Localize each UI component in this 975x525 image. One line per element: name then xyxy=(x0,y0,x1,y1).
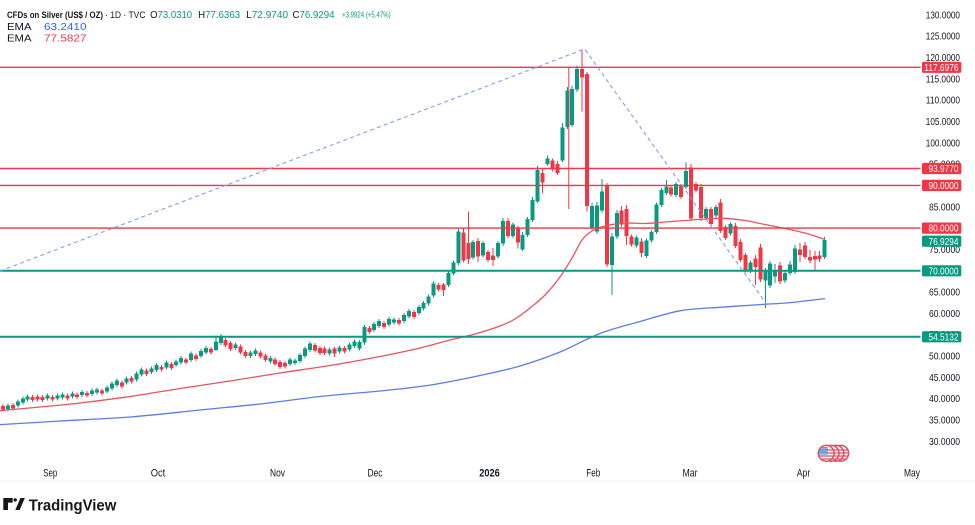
svg-text:CFDs on Silver (US$ / OZ): CFDs on Silver (US$ / OZ) xyxy=(7,10,103,21)
svg-text:EMA: EMA xyxy=(7,34,32,45)
svg-text:30.0000: 30.0000 xyxy=(929,437,960,448)
svg-text:45.0000: 45.0000 xyxy=(929,373,960,384)
svg-text:85.0000: 85.0000 xyxy=(929,202,960,213)
svg-text:Oct: Oct xyxy=(151,468,166,480)
svg-text:EMA: EMA xyxy=(7,22,32,33)
svg-text:60.0000: 60.0000 xyxy=(929,309,960,320)
svg-text:90.0000: 90.0000 xyxy=(929,181,959,192)
svg-text:130.0000: 130.0000 xyxy=(926,10,960,21)
svg-text:· 1D · TVC: · 1D · TVC xyxy=(105,10,146,21)
svg-text:76.9294: 76.9294 xyxy=(929,237,959,248)
svg-text:54.5132: 54.5132 xyxy=(929,332,959,343)
svg-text:50.0000: 50.0000 xyxy=(929,352,960,363)
svg-text:117.6976: 117.6976 xyxy=(924,63,958,74)
svg-text:O73.0310: O73.0310 xyxy=(150,10,193,21)
svg-text:L72.9740: L72.9740 xyxy=(246,10,289,21)
svg-text:40.0000: 40.0000 xyxy=(929,394,960,405)
svg-text:C76.9294: C76.9294 xyxy=(293,10,336,21)
svg-text:100.0000: 100.0000 xyxy=(926,138,960,149)
svg-text:Feb: Feb xyxy=(586,468,600,480)
svg-text:Apr: Apr xyxy=(797,468,811,480)
svg-text:120.0000: 120.0000 xyxy=(926,53,960,64)
svg-text:105.0000: 105.0000 xyxy=(926,117,960,128)
svg-text:77.5827: 77.5827 xyxy=(44,34,87,45)
svg-text:Dec: Dec xyxy=(368,468,383,480)
svg-text:Mar: Mar xyxy=(683,468,698,480)
svg-text:75.0000: 75.0000 xyxy=(929,245,960,256)
svg-text:35.0000: 35.0000 xyxy=(929,416,960,427)
svg-text:125.0000: 125.0000 xyxy=(926,32,960,43)
svg-text:115.0000: 115.0000 xyxy=(926,74,960,85)
svg-text:Sep: Sep xyxy=(43,468,57,480)
svg-text:70.0000: 70.0000 xyxy=(929,266,959,277)
svg-text:110.0000: 110.0000 xyxy=(926,96,960,107)
svg-text:Nov: Nov xyxy=(270,468,285,480)
svg-text:2026: 2026 xyxy=(479,468,500,480)
svg-text:93.9770: 93.9770 xyxy=(929,164,959,175)
svg-text:TradingView: TradingView xyxy=(29,497,117,514)
svg-text:May: May xyxy=(904,468,920,480)
svg-text:+3.9924 (+5.47%): +3.9924 (+5.47%) xyxy=(342,11,391,20)
svg-text:63.2410: 63.2410 xyxy=(44,22,87,33)
svg-text:65.0000: 65.0000 xyxy=(929,288,960,299)
svg-text:80.0000: 80.0000 xyxy=(929,224,959,235)
svg-text:H77.6363: H77.6363 xyxy=(198,10,241,21)
